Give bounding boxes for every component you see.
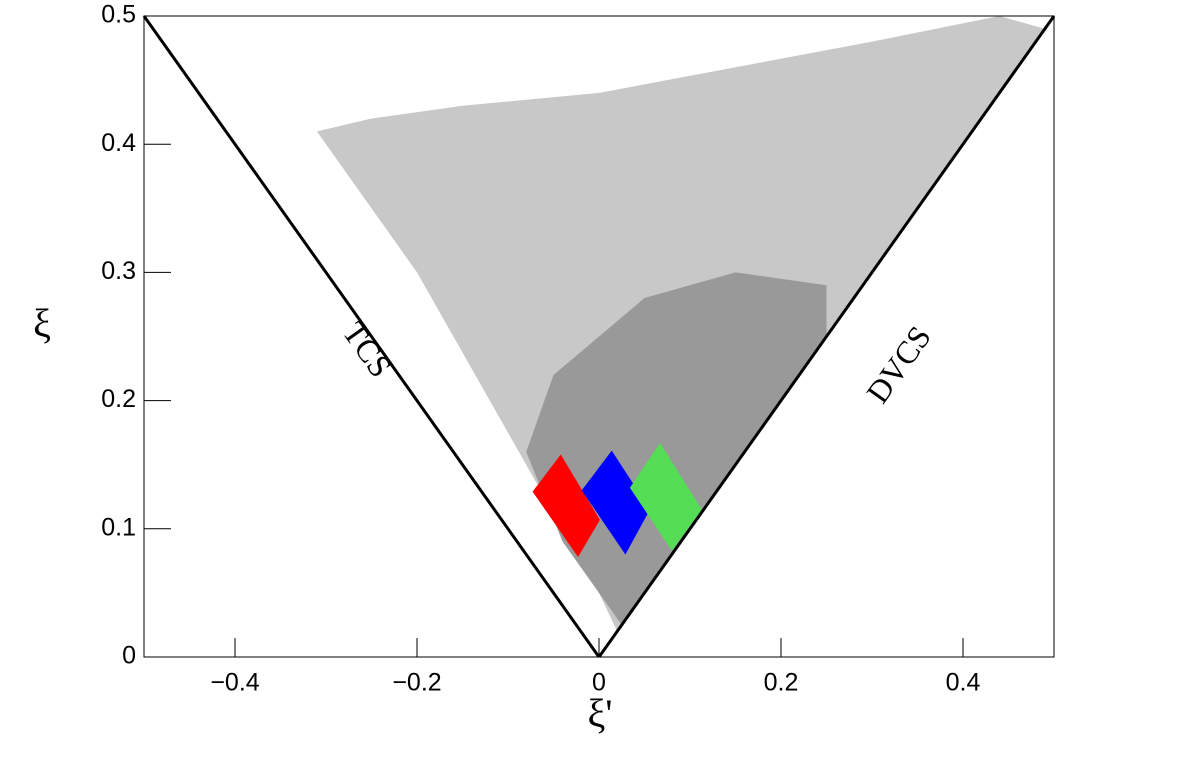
y-tick-label: 0.5 [101, 1, 136, 29]
line-label: TCS [336, 315, 399, 384]
x-tick-label: −0.2 [392, 669, 441, 697]
boundary-line [142, 15, 601, 658]
x-tick-label: 0.4 [946, 669, 981, 697]
x-tick-label: 0.2 [764, 669, 799, 697]
point-cloud [532, 454, 600, 558]
point-cloud [526, 272, 827, 625]
x-axis-title: ξ' [587, 691, 612, 736]
x-tick-label: 0 [592, 669, 606, 697]
y-tick-label: 0 [122, 642, 136, 670]
y-tick-label: 0.2 [101, 385, 136, 413]
y-tick-label: 0.4 [101, 129, 136, 157]
y-axis-title: ξ [33, 301, 51, 346]
boundary-line [597, 15, 1056, 658]
point-cloud [629, 442, 702, 551]
y-tick-label: 0.3 [101, 257, 136, 285]
y-tick-label: 0.1 [101, 513, 136, 541]
x-tick-label: −0.4 [210, 669, 259, 697]
line-label: DVCS [859, 319, 938, 409]
point-cloud [581, 450, 650, 555]
